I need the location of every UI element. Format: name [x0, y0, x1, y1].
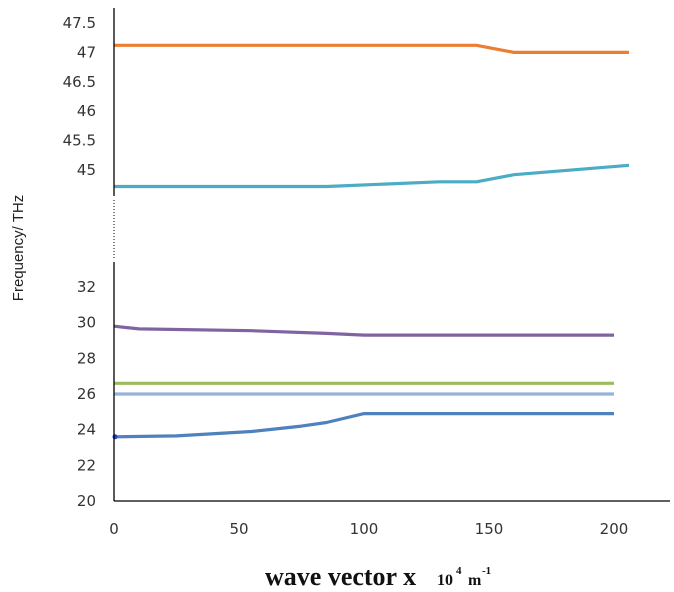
- x-axis-label-main: wave vector x: [265, 562, 416, 591]
- x-axis-unit-m-exp: -1: [482, 565, 491, 577]
- x-tick-label: 200: [600, 520, 629, 538]
- series-start-marker: [112, 434, 118, 440]
- x-axis-label: wave vector x 10 4 m -1: [265, 562, 491, 591]
- x-tick-label: 50: [229, 520, 248, 538]
- y-tick-label-lower: 26: [77, 385, 96, 403]
- y-tick-label-upper: 47: [77, 43, 96, 61]
- y-tick-label-lower: 22: [77, 456, 96, 474]
- lower-series-line-4: [113, 412, 614, 439]
- y-tick-label-upper: 45.5: [63, 132, 96, 150]
- lower-series-line-1: [113, 324, 614, 337]
- x-axis-unit-exp: 4: [456, 565, 462, 577]
- y-tick-label-upper: 46.5: [63, 73, 96, 91]
- y-tick-label-lower: 32: [77, 278, 96, 296]
- x-axis-unit-base: 10: [437, 572, 453, 589]
- x-tick-label: 0: [109, 520, 119, 538]
- upper-series-line-2: [114, 163, 630, 189]
- upper-series-line-1: [114, 43, 629, 55]
- y-tick-label-upper: 45: [77, 161, 96, 179]
- y-tick-label-lower: 30: [77, 314, 96, 332]
- x-axis-unit-m: m: [468, 572, 482, 589]
- y-tick-label-lower: 28: [77, 349, 96, 367]
- x-tick-label: 100: [350, 520, 379, 538]
- x-tick-label: 150: [475, 520, 504, 538]
- y-tick-label-upper: 46: [77, 102, 96, 120]
- y-axis-label: Frequency/ THz: [10, 195, 27, 301]
- y-tick-label-lower: 24: [77, 421, 96, 439]
- y-tick-label-upper: 47.5: [63, 14, 96, 32]
- y-tick-label-lower: 20: [77, 492, 96, 510]
